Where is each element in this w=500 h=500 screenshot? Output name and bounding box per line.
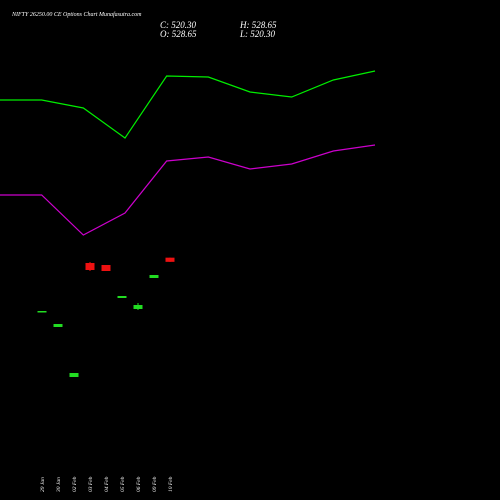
x-tick-label: 06 Feb — [136, 476, 142, 492]
candle-body — [53, 324, 63, 327]
x-tick-label: 10 Feb — [168, 476, 174, 492]
candle-body — [37, 311, 47, 313]
close-info: C: 520.30 — [160, 20, 197, 30]
x-tick-label: 03 Feb — [88, 476, 94, 492]
x-tick-label: 09 Feb — [152, 476, 158, 492]
x-tick-label: 29 Jan — [40, 477, 46, 492]
candle-body — [85, 263, 95, 270]
open-info: O: 528.65 — [160, 29, 197, 39]
x-tick-label: 05 Feb — [120, 476, 126, 492]
candle-body — [69, 373, 79, 377]
x-tick-label: 02 Feb — [72, 476, 78, 492]
chart-title: NIFTY 26250.00 CE Options Chart Munafasu… — [11, 11, 142, 18]
line-series — [0, 70, 376, 139]
x-tick-label: 30 Jan — [56, 477, 62, 493]
low-info: L: 520.30 — [239, 29, 276, 39]
high-info: H: 528.65 — [239, 20, 277, 30]
candle-body — [165, 257, 175, 262]
candle-body — [133, 305, 143, 309]
candle-body — [101, 265, 111, 271]
x-tick-label: 04 Feb — [103, 476, 110, 492]
candle-body — [149, 275, 159, 278]
line-series — [0, 144, 376, 236]
candle-body — [117, 296, 127, 298]
